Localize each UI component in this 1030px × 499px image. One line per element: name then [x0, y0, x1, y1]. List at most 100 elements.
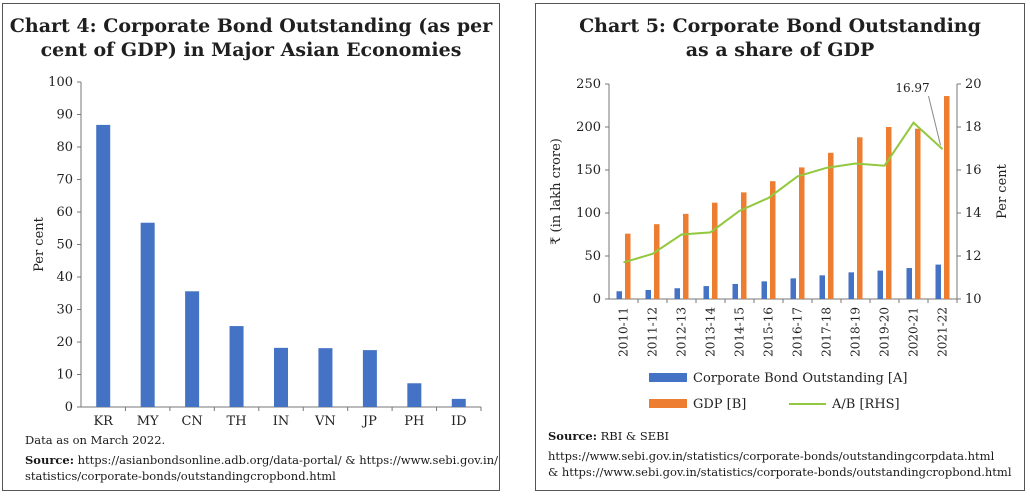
y-tick-label: 40: [56, 270, 73, 285]
x-tick-label: 2020-21: [907, 307, 921, 357]
x-tick-label: 2021-22: [936, 307, 950, 357]
annotation-leader: [928, 95, 941, 146]
line-a-over-b: [623, 121, 944, 264]
x-tick-label: 2013-14: [704, 307, 718, 357]
x-tick-label: 2018-19: [849, 307, 863, 357]
y-tick-label: 100: [48, 75, 73, 90]
x-tick-label: 2011-12: [646, 307, 660, 357]
y2-tick-label: 16: [965, 163, 982, 178]
y-tick-label: 250: [576, 77, 601, 92]
y2-tick-label: 14: [965, 206, 982, 221]
bar-gdp-2010-11: [625, 233, 631, 299]
legend-swatch-corporate-bond: [649, 373, 687, 382]
x-tick-label: 2015-16: [762, 307, 776, 357]
bar-gdp-2019-20: [886, 127, 892, 299]
chart-5-source-label: Source:: [548, 429, 597, 443]
chart-4-source-line2: statistics/corporate-bonds/outstandingcr…: [25, 469, 336, 483]
x-tick-label: MY: [137, 414, 159, 429]
y2-tick-label: 18: [965, 120, 982, 135]
legend-label-corporate-bond: Corporate Bond Outstanding [A]: [693, 371, 907, 386]
bar-corporate-bond-2018-19: [848, 272, 854, 299]
chart-5-title-line1: Chart 5: Corporate Bond Outstanding: [579, 15, 981, 37]
y2-tick-label: 20: [965, 77, 982, 92]
chart-4-plot: 0 10 20 30 40 50 60 70 80 90 100 KR MY CN TH IN VN JP PH ID…: [32, 75, 482, 429]
x-tick-label: PH: [404, 414, 424, 429]
y-axis-label: Per cent: [32, 216, 47, 272]
chart-4-source-label: Source:: [25, 453, 74, 467]
bar-corporate-bond-2017-18: [819, 275, 825, 299]
chart-5-panel: Chart 5: Corporate Bond Outstanding as a…: [535, 3, 1025, 491]
y-tick-label: 80: [56, 140, 73, 155]
bar-gdp-2011-12: [654, 224, 660, 299]
chart-4-title-line1: Chart 4: Corporate Bond Outstanding (as …: [9, 15, 493, 37]
x-tick-label: 2016-17: [791, 307, 805, 357]
bar-corporate-bond-2013-14: [703, 286, 709, 299]
bar-gdp-2012-13: [683, 213, 689, 299]
bar-gdp-2014-15: [741, 192, 747, 299]
x-tick-label: 2019-20: [878, 307, 892, 357]
legend-label-gdp: GDP [B]: [693, 397, 746, 412]
chart-4-source: Source: https://asianbondsonline.adb.org…: [25, 452, 498, 484]
chart-5-title-line2: as a share of GDP: [685, 39, 875, 61]
y2-tick-label: 12: [965, 249, 982, 264]
y-tick-label: 90: [56, 108, 73, 123]
bar-gdp-2020-21: [915, 128, 921, 299]
chart-4-title-line2: cent of GDP) in Major Asian Economies: [40, 39, 462, 61]
bar-gdp-2018-19: [857, 137, 863, 299]
bar-jp: [362, 350, 377, 407]
chart-5-source: Source: RBI & SEBI: [548, 428, 669, 444]
y-tick-label: 0: [593, 292, 601, 307]
y-tick-label: 70: [56, 173, 73, 188]
x-tick-label: 2012-13: [675, 307, 689, 357]
bar-gdp-2016-17: [799, 167, 805, 299]
bar-corporate-bond-2021-22: [935, 264, 941, 299]
annotation-label: 16.97: [895, 81, 929, 95]
chart-4-panel: Chart 4: Corporate Bond Outstanding (as …: [2, 3, 500, 491]
x-tick-label: KR: [93, 414, 114, 429]
y-tick-label: 150: [576, 163, 601, 178]
x-tick-label: 2014-15: [733, 307, 747, 357]
bar-gdp-2021-22: [944, 96, 950, 299]
y-tick-label: 0: [65, 400, 73, 415]
x-tick-label: ID: [451, 414, 467, 429]
chart-4-note: Data as on March 2022.: [25, 433, 166, 447]
chart-5-source-line1: https://www.sebi.gov.in/statistics/corpo…: [548, 449, 995, 463]
chart-5-plot: 0 50 100 150 200 250 10 12 14 16 18 20 2010-11 2011-1…: [549, 77, 1010, 412]
x-tick-label: IN: [273, 414, 290, 429]
y-tick-label: 10: [56, 368, 73, 383]
y-tick-label: 100: [576, 206, 601, 221]
bar-id: [451, 398, 466, 407]
bar-my: [140, 222, 155, 407]
x-tick-label: 2017-18: [820, 307, 834, 357]
legend-label-ratio: A/B [RHS]: [831, 397, 900, 412]
bar-corporate-bond-2015-16: [761, 281, 767, 299]
bar-in: [274, 347, 288, 407]
legend-swatch-gdp: [649, 399, 687, 408]
bar-corporate-bond-2019-20: [877, 270, 883, 299]
bar-ph: [407, 383, 422, 407]
x-tick-label: 2010-11: [617, 307, 631, 357]
x-tick-label: CN: [181, 414, 202, 429]
bar-corporate-bond-2012-13: [674, 288, 680, 299]
chart-5-source-text: RBI & SEBI: [600, 429, 670, 443]
chart-4-title: Chart 4: Corporate Bond Outstanding (as …: [3, 14, 499, 62]
bar-vn: [318, 348, 333, 407]
x-tick-label: TH: [227, 414, 247, 429]
bar-corporate-bond-2016-17: [790, 278, 796, 299]
bar-kr: [96, 124, 111, 408]
chart-4-source-line1: https://asianbondsonline.adb.org/data-po…: [77, 453, 498, 467]
bar-corporate-bond-2014-15: [732, 283, 738, 299]
y-axis-label: ₹ (in lakh crore): [549, 138, 564, 245]
y2-tick-label: 10: [965, 292, 982, 307]
y-tick-label: 50: [584, 249, 601, 264]
bar-cn: [185, 291, 200, 407]
chart-5-title: Chart 5: Corporate Bond Outstanding as a…: [536, 14, 1024, 62]
x-tick-label: JP: [361, 414, 377, 429]
chart-5-source-line2: & https://www.sebi.gov.in/statistics/cor…: [548, 465, 1012, 479]
y2-axis-label: Per cent: [995, 163, 1010, 219]
y-tick-label: 60: [56, 205, 73, 220]
y-tick-label: 20: [56, 335, 73, 350]
y-tick-label: 30: [56, 303, 73, 318]
bar-corporate-bond-2010-11: [616, 291, 622, 299]
bar-corporate-bond-2020-21: [906, 268, 912, 299]
